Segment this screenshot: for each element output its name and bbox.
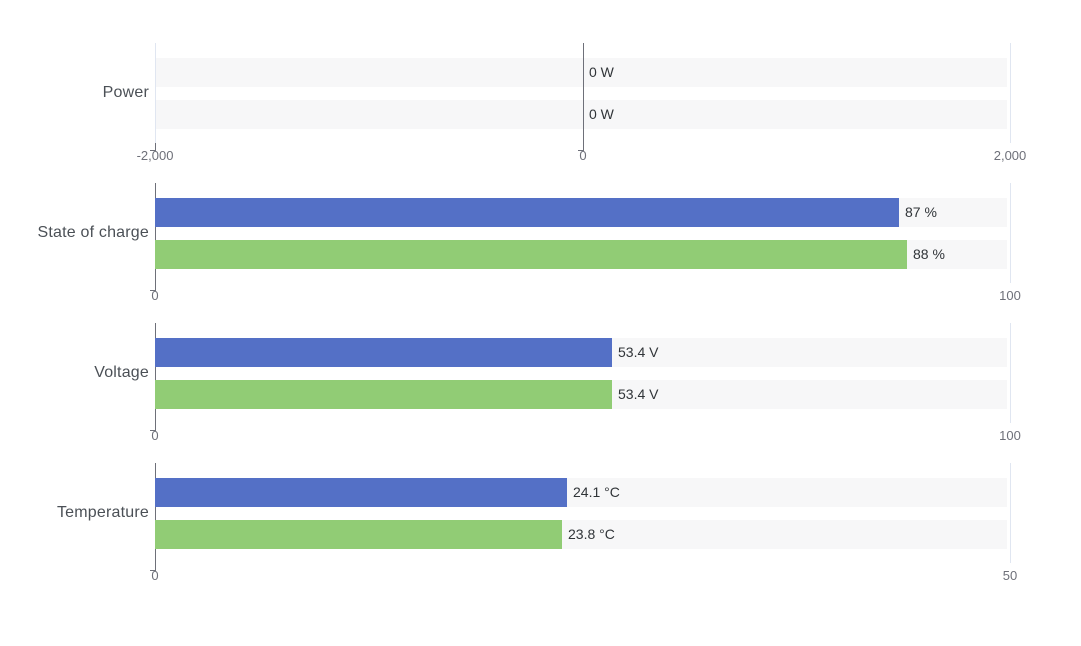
category-label: Temperature — [56, 504, 149, 521]
axis-tick-label: 50 — [1002, 568, 1018, 583]
value-bar[interactable] — [155, 338, 612, 367]
axis-tick-label: 0 — [151, 288, 159, 303]
gridline — [1010, 43, 1011, 143]
axis-tick — [150, 150, 156, 151]
value-bar[interactable] — [155, 240, 907, 269]
axis-tick — [155, 143, 156, 151]
bar-track — [155, 58, 1007, 87]
chart-section-power: Power -2,000 0 2,000 0 W 0 W — [0, 43, 1081, 183]
value-bar[interactable] — [155, 478, 567, 507]
plot-area: 0 100 53.4 V 53.4 V — [150, 323, 1021, 443]
axis-tick-label: 0 — [579, 148, 587, 163]
axis-tick-label: 100 — [999, 288, 1021, 303]
value-bar[interactable] — [155, 380, 612, 409]
axis-line — [155, 463, 156, 571]
value-bar[interactable] — [155, 198, 899, 227]
bar-track — [155, 100, 1007, 129]
plot-area: 0 50 24.1 °C 23.8 °C — [150, 463, 1017, 583]
axis-tick-label: 0 — [151, 568, 159, 583]
axis-tick-label: 100 — [999, 428, 1021, 443]
value-label: 0 W — [589, 106, 614, 122]
gridline — [1010, 183, 1011, 283]
value-bar[interactable] — [155, 520, 562, 549]
value-label: 24.1 °C — [573, 484, 620, 500]
value-label: 53.4 V — [618, 344, 659, 360]
category-label: Voltage — [94, 364, 149, 381]
chart-section-state-of-charge: State of charge 0 100 87 % 88 % — [0, 183, 1081, 323]
axis-line — [155, 183, 156, 291]
category-label: Power — [102, 84, 149, 101]
axis-tick-label: 2,000 — [993, 148, 1027, 163]
gridline — [1010, 463, 1011, 563]
axis-tick-label: 0 — [151, 428, 159, 443]
value-label: 23.8 °C — [568, 526, 615, 542]
plot-area: -2,000 0 2,000 0 W 0 W — [137, 43, 1026, 163]
value-label: 53.4 V — [618, 386, 659, 402]
value-label: 87 % — [905, 204, 937, 220]
axis-tick — [150, 570, 156, 571]
chart-section-voltage: Voltage 0 100 53.4 V 53.4 V — [0, 323, 1081, 463]
axis-tick — [150, 430, 156, 431]
gridline — [155, 43, 156, 143]
axis-tick — [578, 150, 584, 151]
plot-area: 0 100 87 % 88 % — [150, 183, 1021, 303]
category-label: State of charge — [37, 224, 149, 241]
axis-line — [155, 323, 156, 431]
chart-section-temperature: Temperature 0 50 24.1 °C 23.8 °C — [0, 463, 1081, 603]
gridline — [1010, 323, 1011, 423]
value-label: 0 W — [589, 64, 614, 80]
axis-line — [583, 43, 584, 151]
axis-tick-label: -2,000 — [136, 148, 174, 163]
axis-tick — [150, 290, 156, 291]
value-label: 88 % — [913, 246, 945, 262]
